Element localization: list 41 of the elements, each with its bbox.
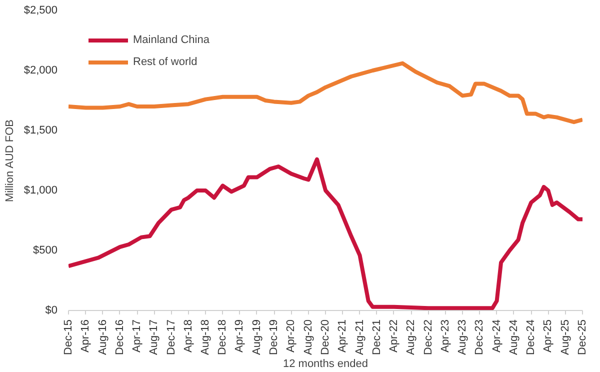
y-tick-label: $1,000 <box>24 184 58 196</box>
x-tick-label: Dec-17 <box>165 319 178 355</box>
x-tick-label: Aug-18 <box>200 319 212 355</box>
x-tick-label: Apr-23 <box>439 319 452 353</box>
x-tick-label: Aug-21 <box>354 319 366 355</box>
x-tick-label: Aug-20 <box>302 319 314 355</box>
legend-label: Mainland China <box>133 34 210 46</box>
x-tick-label: Aug-25 <box>559 319 572 355</box>
x-tick-label: Dec-16 <box>114 319 126 355</box>
y-tick-label: $0 <box>45 304 58 316</box>
x-tick-label: Dec-18 <box>216 319 229 355</box>
x-tick-label: Dec-25 <box>576 319 588 355</box>
x-tick-label: Dec-24 <box>525 319 538 355</box>
y-tick-label: $2,500 <box>24 4 58 16</box>
x-tick-label: Dec-15 <box>62 319 74 355</box>
x-tick-label: Apr-17 <box>131 319 144 353</box>
x-tick-label: Apr-21 <box>336 319 349 353</box>
legend-label: Rest of world <box>133 56 198 68</box>
y-axis-title: Million AUD FOB <box>4 120 16 202</box>
x-tick-label: Apr-20 <box>285 319 298 353</box>
x-tick-label: Dec-22 <box>422 319 434 355</box>
x-tick-label: Aug-16 <box>96 319 109 355</box>
x-tick-label: Dec-21 <box>370 319 383 355</box>
x-tick-label: Dec-19 <box>268 319 280 355</box>
x-tick-label: Aug-23 <box>456 319 468 355</box>
x-tick-label: Aug-24 <box>508 319 520 355</box>
x-tick-label: Aug-17 <box>148 319 160 355</box>
x-tick-label: Aug-22 <box>405 319 418 355</box>
x-tick-label: Apr-25 <box>542 319 554 353</box>
x-tick-label: Apr-16 <box>80 319 92 353</box>
x-tick-label: Dec-20 <box>320 319 332 355</box>
x-tick-label: Dec-23 <box>474 319 486 355</box>
x-axis-title: 12 months ended <box>282 358 368 370</box>
x-tick-label: Apr-19 <box>234 319 246 353</box>
y-tick-label: $2,000 <box>24 64 58 76</box>
y-tick-label: $1,500 <box>24 124 58 136</box>
x-tick-label: Apr-22 <box>388 319 400 353</box>
y-tick-label: $500 <box>33 244 58 256</box>
x-tick-label: Aug-19 <box>250 319 263 355</box>
x-tick-label: Apr-24 <box>490 319 503 353</box>
x-tick-label: Apr-18 <box>182 319 194 353</box>
